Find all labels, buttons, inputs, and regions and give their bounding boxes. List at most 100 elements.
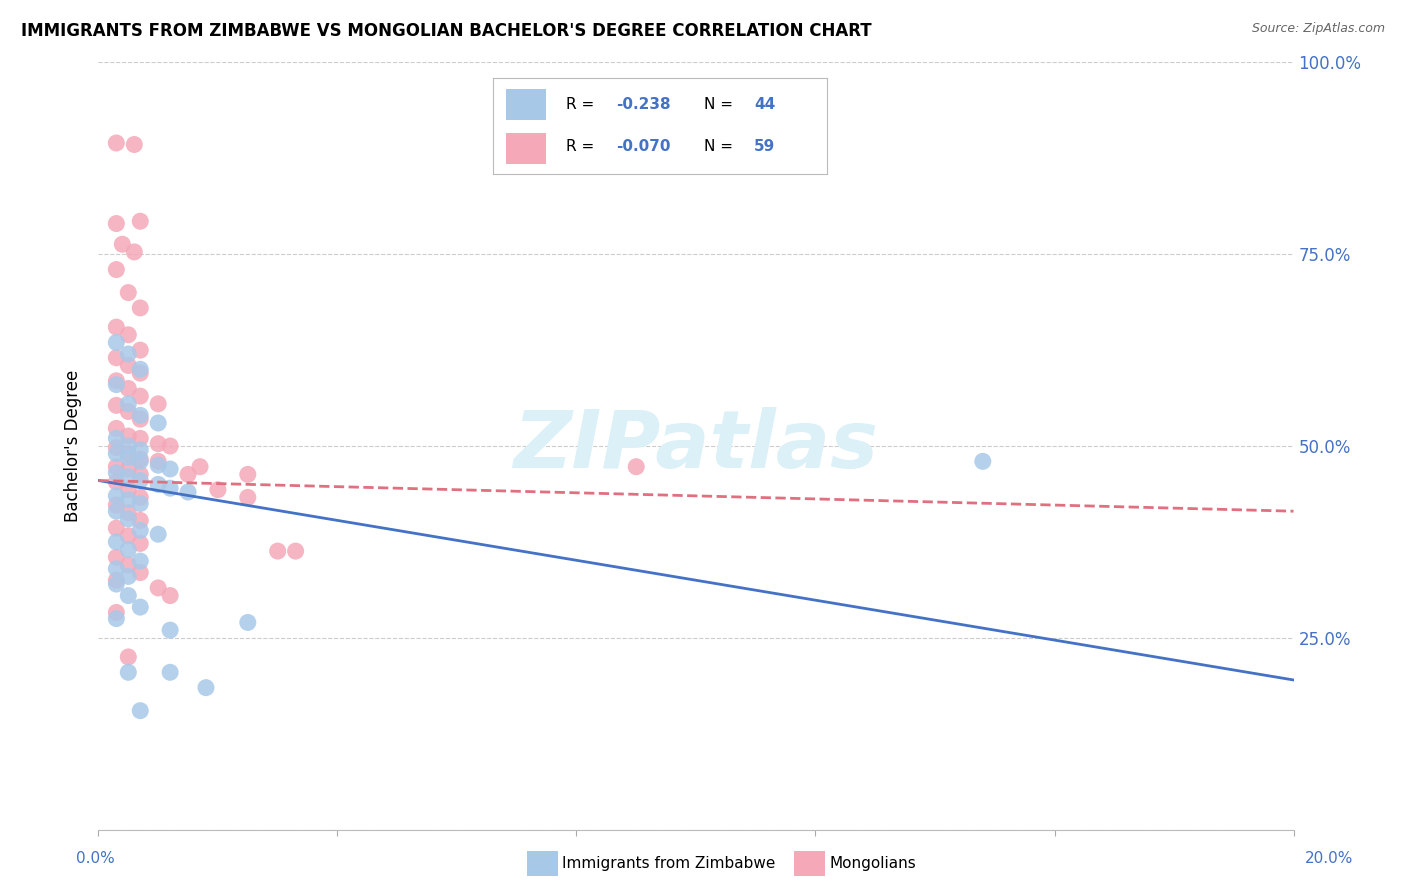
Point — [207, 483, 229, 497]
Point — [284, 544, 307, 558]
Point — [117, 558, 139, 572]
Point — [117, 529, 139, 543]
Point — [129, 366, 152, 380]
Point — [129, 301, 152, 315]
Point — [148, 416, 170, 430]
Point — [626, 459, 648, 474]
Point — [117, 492, 139, 507]
Point — [117, 429, 139, 443]
Point — [105, 431, 128, 445]
Point — [129, 409, 152, 423]
Point — [159, 439, 181, 453]
Point — [159, 665, 181, 680]
Point — [159, 589, 181, 603]
Point — [236, 615, 259, 630]
Point — [129, 454, 152, 468]
Point — [105, 504, 128, 518]
Point — [105, 550, 128, 565]
Point — [117, 327, 139, 342]
Point — [159, 623, 181, 637]
Point — [105, 577, 128, 591]
Point — [117, 450, 139, 465]
Point — [105, 562, 128, 576]
Point — [129, 513, 152, 527]
Point — [105, 612, 128, 626]
Point — [105, 217, 128, 231]
Point — [129, 474, 152, 488]
Point — [148, 581, 170, 595]
Point — [117, 506, 139, 520]
Point — [124, 244, 146, 259]
Text: Immigrants from Zimbabwe: Immigrants from Zimbabwe — [562, 856, 776, 871]
Y-axis label: Bachelor's Degree: Bachelor's Degree — [65, 370, 83, 522]
Point — [117, 462, 139, 476]
Point — [129, 600, 152, 615]
Point — [148, 527, 170, 541]
Point — [129, 452, 152, 467]
Point — [105, 459, 128, 474]
Point — [105, 377, 128, 392]
Point — [105, 136, 128, 150]
Point — [129, 496, 152, 510]
Point — [129, 524, 152, 538]
Point — [129, 704, 152, 718]
Point — [117, 649, 139, 664]
Point — [129, 566, 152, 580]
Point — [111, 237, 134, 252]
Point — [117, 589, 139, 603]
Point — [105, 475, 128, 489]
Point — [105, 534, 128, 549]
Point — [117, 382, 139, 396]
Point — [177, 467, 200, 482]
Point — [129, 412, 152, 426]
Text: IMMIGRANTS FROM ZIMBABWE VS MONGOLIAN BACHELOR'S DEGREE CORRELATION CHART: IMMIGRANTS FROM ZIMBABWE VS MONGOLIAN BA… — [21, 22, 872, 40]
Point — [148, 454, 170, 468]
Point — [129, 214, 152, 228]
Point — [129, 431, 152, 445]
Point — [105, 606, 128, 620]
Point — [105, 398, 128, 412]
Point — [117, 397, 139, 411]
Point — [105, 320, 128, 334]
Point — [117, 404, 139, 418]
Point — [148, 477, 170, 491]
Point — [129, 554, 152, 568]
Point — [972, 454, 994, 468]
Point — [148, 436, 170, 450]
Point — [129, 362, 152, 376]
Text: ZIPatlas: ZIPatlas — [513, 407, 879, 485]
Point — [148, 397, 170, 411]
Point — [188, 459, 211, 474]
Point — [117, 285, 139, 300]
Point — [117, 359, 139, 373]
Point — [117, 569, 139, 583]
Text: 0.0%: 0.0% — [76, 851, 115, 865]
Point — [105, 351, 128, 365]
Point — [236, 467, 259, 482]
Point — [105, 262, 128, 277]
Point — [129, 491, 152, 505]
Point — [177, 485, 200, 500]
Point — [105, 498, 128, 512]
Point — [129, 536, 152, 550]
Point — [105, 447, 128, 461]
Point — [267, 544, 290, 558]
Point — [129, 389, 152, 403]
Point — [117, 469, 139, 483]
Point — [105, 374, 128, 388]
Point — [129, 467, 152, 482]
Text: Source: ZipAtlas.com: Source: ZipAtlas.com — [1251, 22, 1385, 36]
Point — [105, 573, 128, 587]
Text: 20.0%: 20.0% — [1305, 851, 1353, 865]
Point — [124, 137, 146, 152]
Point — [159, 481, 181, 495]
Point — [129, 343, 152, 358]
Point — [117, 447, 139, 461]
Point — [117, 665, 139, 680]
Point — [195, 681, 218, 695]
Point — [117, 347, 139, 361]
Point — [117, 512, 139, 526]
Point — [105, 466, 128, 480]
Point — [105, 521, 128, 535]
Point — [129, 442, 152, 457]
